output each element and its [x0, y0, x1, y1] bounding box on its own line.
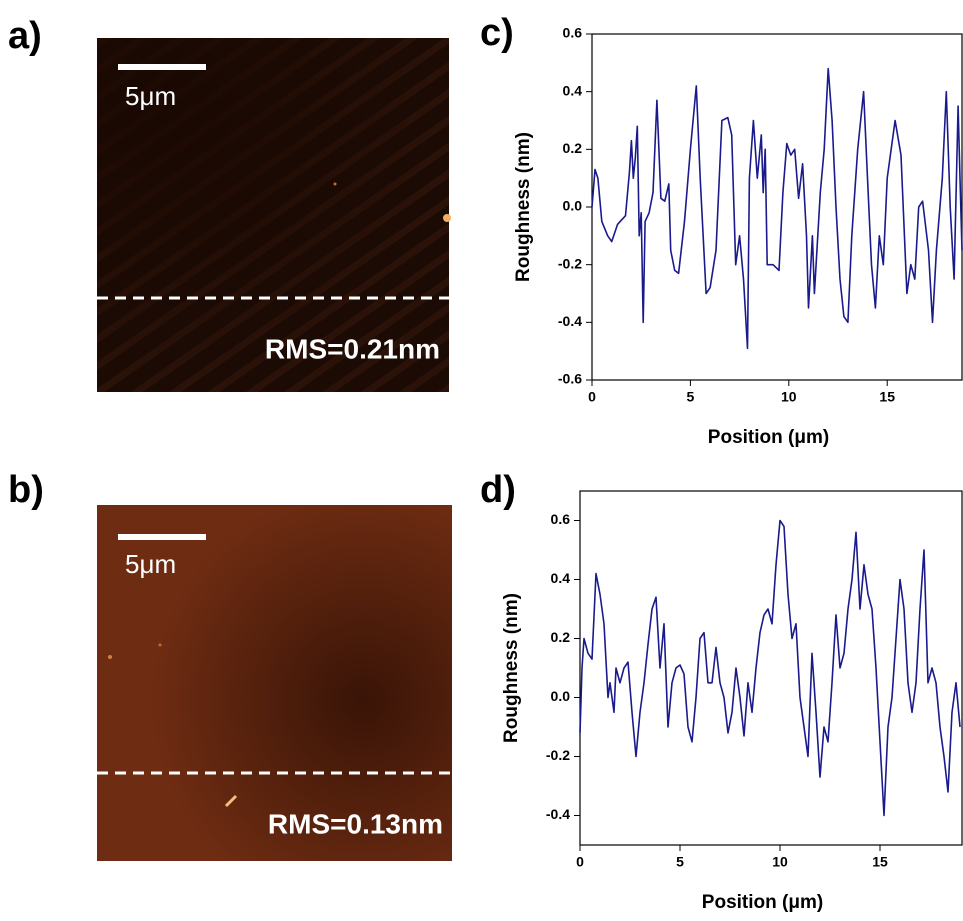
afm-image-b [97, 505, 452, 861]
y-tick-label: 0.4 [563, 82, 583, 98]
afm-image-a [97, 38, 451, 392]
x-tick-label: 15 [879, 389, 895, 405]
y-tick-label: 0.2 [563, 140, 583, 156]
y-tick-label: -0.2 [558, 255, 582, 271]
y-tick-label: 0.2 [551, 629, 571, 645]
y-axis-title: Roughness (nm) [513, 132, 534, 282]
y-tick-label: 0.0 [551, 688, 571, 704]
y-tick-label: -0.4 [558, 313, 582, 329]
x-axis-title: Position (μm) [702, 892, 823, 913]
y-axis-title: Roughness (nm) [501, 593, 522, 743]
y-tick-label: 0.6 [563, 25, 583, 41]
panel-label: a) [8, 15, 42, 57]
panel-label: b) [8, 469, 44, 511]
panel-label: c) [480, 12, 514, 54]
scale-bar-label: 5μm [125, 81, 176, 111]
x-tick-label: 0 [576, 854, 584, 870]
rms-label: RMS=0.21nm [265, 333, 440, 364]
y-tick-label: 0.0 [563, 198, 583, 214]
y-tick-label: 0.6 [551, 511, 571, 527]
roughness-line [579, 519, 961, 817]
scale-bar-label: 5μm [125, 549, 176, 579]
x-tick-label: 15 [872, 854, 888, 870]
y-tick-label: 0.4 [551, 570, 571, 586]
x-tick-label: 10 [772, 854, 788, 870]
x-tick-label: 0 [588, 389, 596, 405]
y-tick-label: -0.2 [546, 747, 570, 763]
plot-frame [591, 33, 963, 381]
x-tick-label: 10 [781, 389, 797, 405]
x-tick-label: 5 [676, 854, 684, 870]
panel-label: d) [480, 469, 516, 511]
roughness-line [591, 67, 963, 350]
y-tick-label: -0.4 [546, 806, 570, 822]
rms-label: RMS=0.13nm [268, 808, 443, 839]
x-axis-title: Position (μm) [708, 427, 829, 448]
y-tick-label: -0.6 [558, 371, 582, 387]
x-tick-label: 5 [687, 389, 695, 405]
plot-frame [579, 490, 963, 846]
